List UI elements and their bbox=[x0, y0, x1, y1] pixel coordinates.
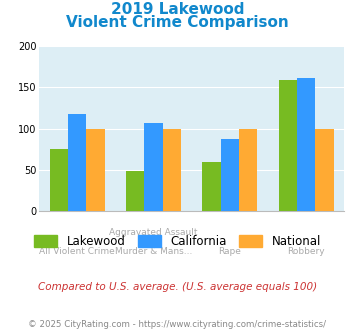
Bar bbox=[68, 114, 86, 211]
Text: Robbery: Robbery bbox=[288, 248, 325, 256]
Text: Rape: Rape bbox=[218, 248, 241, 256]
Text: Violent Crime Comparison: Violent Crime Comparison bbox=[66, 15, 289, 30]
Text: Aggravated Assault: Aggravated Assault bbox=[109, 228, 198, 237]
Bar bbox=[239, 129, 257, 211]
Bar bbox=[279, 80, 297, 211]
Bar bbox=[86, 129, 105, 211]
Bar bbox=[202, 162, 221, 211]
Bar bbox=[163, 129, 181, 211]
Bar bbox=[221, 139, 239, 211]
Bar bbox=[144, 123, 163, 211]
Bar bbox=[315, 129, 334, 211]
Text: © 2025 CityRating.com - https://www.cityrating.com/crime-statistics/: © 2025 CityRating.com - https://www.city… bbox=[28, 320, 327, 329]
Bar bbox=[297, 78, 315, 211]
Text: 2019 Lakewood: 2019 Lakewood bbox=[111, 2, 244, 16]
Text: Compared to U.S. average. (U.S. average equals 100): Compared to U.S. average. (U.S. average … bbox=[38, 282, 317, 292]
Text: All Violent Crime: All Violent Crime bbox=[39, 248, 115, 256]
Text: Murder & Mans...: Murder & Mans... bbox=[115, 248, 192, 256]
Legend: Lakewood, California, National: Lakewood, California, National bbox=[29, 231, 326, 253]
Bar bbox=[126, 171, 144, 211]
Bar bbox=[50, 149, 68, 211]
